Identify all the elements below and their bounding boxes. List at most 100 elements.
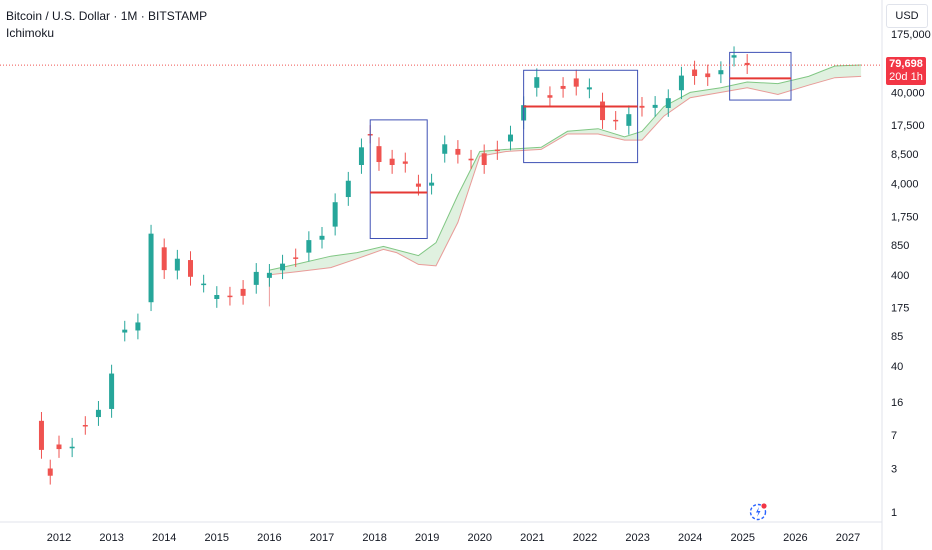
candle-body [507, 134, 513, 142]
candle-body [705, 73, 711, 78]
candle-body [135, 322, 141, 331]
candle-body [415, 183, 421, 187]
candle-body [227, 295, 233, 298]
y-tick-label: 8,500 [891, 149, 919, 161]
currency-button[interactable]: USD [886, 4, 928, 28]
ichimoku-cloud [269, 65, 862, 307]
x-tick-label: 2013 [99, 532, 123, 544]
candle-body [692, 69, 698, 76]
candle-body [639, 105, 645, 108]
candle-body [332, 202, 338, 227]
candle-body [613, 119, 619, 122]
candle-body [600, 101, 606, 121]
candle-body [481, 153, 487, 165]
chart-header: Bitcoin / U.S. Dollar · 1M · BITSTAMP Ic… [6, 8, 207, 41]
y-tick-label: 175 [891, 303, 909, 315]
x-tick-label: 2021 [520, 532, 544, 544]
range-box-3 [729, 51, 792, 101]
x-tick-label: 2012 [47, 532, 71, 544]
candle-body [744, 62, 750, 66]
last-price-badge: 79,698 20d 1h [886, 57, 926, 86]
y-tick-label: 850 [891, 240, 909, 252]
range-box-1 [369, 119, 428, 239]
candle-body [188, 260, 193, 277]
symbol-title[interactable]: Bitcoin / U.S. Dollar · 1M · BITSTAMP [6, 9, 208, 23]
candle-body [56, 444, 62, 450]
candle-body [665, 98, 671, 108]
candle-body [547, 95, 553, 98]
indicator-label[interactable]: Ichimoku [6, 26, 55, 40]
ichimoku-span-b [268, 75, 862, 307]
candle-body [402, 161, 408, 164]
x-tick-label: 2015 [205, 532, 229, 544]
candle-body [174, 258, 180, 271]
x-tick-label: 2027 [836, 532, 860, 544]
range-box-2 [523, 69, 639, 164]
x-tick-label: 2018 [362, 532, 386, 544]
candle-body [358, 147, 364, 165]
candle-body [389, 158, 395, 165]
x-tick-label: 2014 [152, 532, 176, 544]
candle-body [678, 75, 684, 91]
y-tick-label: 3 [891, 464, 897, 476]
y-tick-label: 40 [891, 361, 903, 373]
candle-body [586, 87, 592, 90]
candle-body [319, 235, 325, 240]
y-tick-label: 16 [891, 397, 903, 409]
candle-body [148, 233, 154, 303]
candle-body [38, 420, 44, 450]
candle-body [652, 104, 658, 108]
candle-body [731, 55, 737, 58]
y-tick-label: 1,750 [891, 211, 919, 223]
candle-body [442, 144, 448, 154]
candle-body [240, 288, 246, 296]
y-tick-label: 175,000 [891, 29, 931, 41]
x-tick-label: 2026 [783, 532, 807, 544]
y-tick-label: 1 [891, 507, 897, 519]
ichimoku-span-a [269, 64, 862, 271]
x-tick-label: 2019 [415, 532, 439, 544]
candle-body [122, 329, 128, 333]
candle-body [201, 283, 207, 286]
candle-body [345, 180, 351, 198]
candle-body [718, 70, 724, 75]
x-tick-label: 2016 [257, 532, 281, 544]
candle-body [376, 146, 382, 163]
candle-body [253, 271, 259, 285]
candle-body [626, 114, 632, 126]
y-tick-label: 4,000 [891, 179, 919, 191]
x-tick-label: 2020 [468, 532, 492, 544]
candle-body [109, 373, 115, 409]
x-tick-label: 2025 [731, 532, 755, 544]
candle-body [266, 272, 272, 278]
y-tick-label: 7 [891, 430, 897, 442]
x-tick-label: 2022 [573, 532, 597, 544]
candle-body [161, 247, 167, 271]
x-tick-label: 2024 [678, 532, 702, 544]
candle-body [214, 294, 220, 299]
x-tick-label: 2017 [310, 532, 334, 544]
candle-body [468, 158, 474, 161]
y-tick-label: 85 [891, 331, 903, 343]
candle-body [69, 446, 75, 449]
candle-body [560, 85, 566, 89]
last-price-value: 79,698 [889, 58, 923, 71]
candle-body [82, 425, 88, 427]
x-tick-label: 2023 [625, 532, 649, 544]
replay-icon[interactable] [748, 502, 768, 522]
candle-body [455, 148, 461, 155]
candle-body [47, 468, 53, 476]
y-tick-label: 17,500 [891, 120, 925, 132]
candle-body [429, 182, 435, 186]
candle-body [494, 149, 500, 152]
candle-body [293, 257, 299, 259]
candle-body [306, 240, 312, 253]
candle-body [534, 77, 540, 88]
candle-body [280, 263, 286, 271]
candle-body [573, 78, 579, 87]
y-tick-label: 40,000 [891, 87, 925, 99]
candle-body [95, 409, 101, 418]
y-tick-label: 400 [891, 270, 909, 282]
candle-countdown: 20d 1h [889, 71, 923, 84]
